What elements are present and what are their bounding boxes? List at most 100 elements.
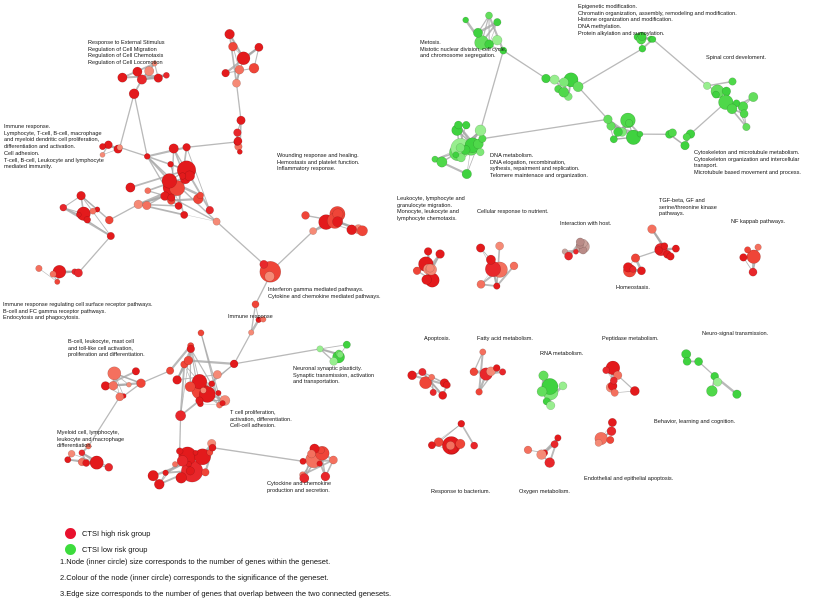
network-node[interactable] [742,122,751,132]
network-node[interactable] [143,153,151,160]
network-node[interactable] [342,340,351,349]
network-node[interactable] [229,359,239,369]
network-node[interactable] [418,367,427,377]
network-node[interactable] [115,392,125,402]
network-node[interactable] [153,73,163,83]
network-node[interactable] [248,329,255,336]
network-node[interactable] [457,419,466,428]
network-node[interactable] [443,381,451,389]
network-node[interactable] [83,216,91,224]
network-node[interactable] [748,92,759,102]
network-node[interactable] [454,120,463,130]
network-node[interactable] [549,74,560,85]
network-node[interactable] [455,438,466,449]
network-node[interactable] [435,249,445,259]
network-node[interactable] [107,366,122,381]
network-node[interactable] [176,447,184,455]
network-node[interactable] [461,168,472,180]
network-node[interactable] [433,437,444,447]
network-node[interactable] [234,64,245,75]
network-node[interactable] [602,366,610,375]
network-node[interactable] [493,282,501,290]
network-node[interactable] [609,376,618,385]
network-node[interactable] [739,253,748,262]
network-node[interactable] [176,455,189,467]
network-node[interactable] [167,160,174,168]
network-node[interactable] [476,148,485,157]
network-node[interactable] [116,144,123,151]
network-node[interactable] [168,143,179,154]
network-node[interactable] [108,380,118,391]
network-node[interactable] [499,46,508,55]
network-node[interactable] [221,68,230,78]
network-node[interactable] [136,74,147,85]
network-node[interactable] [610,388,619,397]
network-node[interactable] [104,463,114,472]
network-node[interactable] [248,62,260,74]
network-node[interactable] [233,136,243,146]
network-node[interactable] [233,128,242,137]
network-node[interactable] [184,381,196,393]
network-node[interactable] [264,271,275,282]
network-node[interactable] [407,370,417,381]
network-node[interactable] [236,115,246,125]
network-node[interactable] [660,242,669,250]
network-node[interactable] [455,143,465,153]
network-node[interactable] [572,81,584,93]
network-node[interactable] [128,88,140,100]
network-node[interactable] [147,470,159,482]
network-node[interactable] [219,400,226,407]
network-node[interactable] [232,78,241,88]
network-node[interactable] [754,243,762,251]
network-node[interactable] [654,246,663,255]
network-node[interactable] [175,410,187,422]
network-node[interactable] [538,370,549,381]
network-node[interactable] [606,426,617,436]
network-node[interactable] [59,203,68,212]
network-node[interactable] [201,468,210,477]
network-node[interactable] [67,449,76,458]
network-node[interactable] [509,261,519,271]
network-node[interactable] [726,103,738,115]
network-node[interactable] [99,143,107,151]
network-node[interactable] [492,35,503,46]
network-node[interactable] [105,215,114,225]
network-node[interactable] [76,191,86,201]
network-node[interactable] [166,366,175,375]
network-node[interactable] [703,81,712,90]
network-node[interactable] [575,237,585,247]
network-node[interactable] [161,173,178,189]
network-node[interactable] [423,247,433,256]
network-node[interactable] [682,356,692,366]
network-node[interactable] [215,389,222,397]
network-node[interactable] [183,355,194,366]
network-node[interactable] [706,385,718,397]
network-node[interactable] [479,348,487,356]
network-node[interactable] [185,466,195,476]
network-node[interactable] [607,418,617,427]
network-node[interactable] [475,388,483,396]
network-node[interactable] [603,114,613,124]
network-node[interactable] [212,217,221,226]
network-node[interactable] [54,278,61,285]
network-node[interactable] [106,231,115,241]
network-node[interactable] [558,381,568,391]
network-node[interactable] [554,434,562,442]
network-node[interactable] [236,148,243,155]
network-node[interactable] [144,187,152,195]
network-node[interactable] [200,387,207,394]
network-node[interactable] [142,200,152,211]
network-node[interactable] [748,267,758,277]
network-node[interactable] [236,51,251,66]
network-node[interactable] [228,41,238,52]
network-node[interactable] [192,449,199,456]
network-node[interactable] [208,380,216,388]
network-node[interactable] [196,191,204,200]
network-node[interactable] [191,374,208,390]
network-node[interactable] [49,270,57,278]
network-node[interactable] [186,344,195,354]
network-node[interactable] [346,224,357,236]
network-node[interactable] [329,455,338,465]
network-node[interactable] [573,248,579,255]
network-node[interactable] [495,241,504,251]
